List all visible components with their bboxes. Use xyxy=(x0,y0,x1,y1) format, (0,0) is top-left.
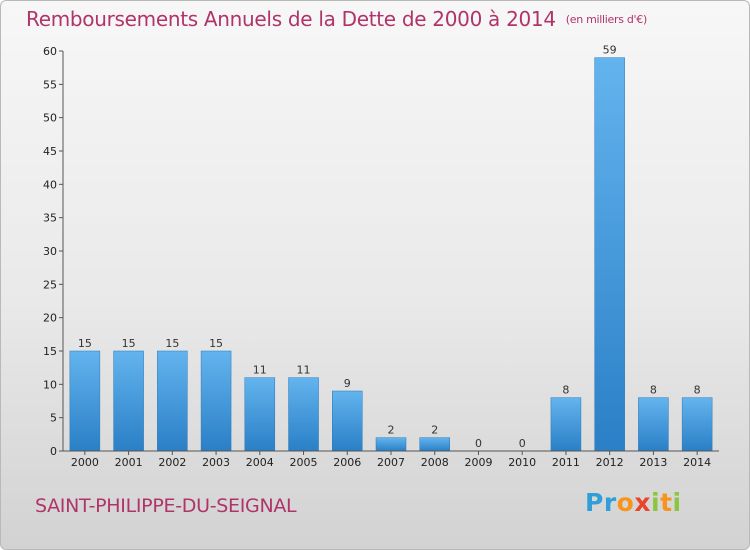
y-tick-label-30: 30 xyxy=(43,245,57,258)
x-tick-label-2009: 2009 xyxy=(464,456,492,469)
title-unit: (en milliers d'€) xyxy=(565,13,647,26)
x-tick-label-2013: 2013 xyxy=(639,456,667,469)
data-label-2001: 15 xyxy=(122,337,136,350)
y-tick-label-40: 40 xyxy=(43,178,57,191)
data-label-2006: 9 xyxy=(344,377,351,390)
x-tick-label-2000: 2000 xyxy=(71,456,99,469)
y-tick-label-50: 50 xyxy=(43,112,57,125)
data-label-2002: 15 xyxy=(165,337,179,350)
bar-2003 xyxy=(200,350,232,452)
y-tick-label-10: 10 xyxy=(43,378,57,391)
bar-2005 xyxy=(288,377,319,452)
data-label-2003: 15 xyxy=(209,337,223,350)
x-tick-label-2011: 2011 xyxy=(552,456,580,469)
bar-2006 xyxy=(332,390,363,452)
x-tick-label-2001: 2001 xyxy=(115,456,143,469)
x-tick-label-2014: 2014 xyxy=(683,456,711,469)
y-tick-label-0: 0 xyxy=(50,445,57,458)
x-tick-label-2008: 2008 xyxy=(421,456,449,469)
x-tick-label-2004: 2004 xyxy=(246,456,274,469)
data-label-2007: 2 xyxy=(388,424,395,437)
axis-layer: 2000 2001 2002 2003 2004 2005 2006 2007 2008 2009… xyxy=(43,45,719,469)
commune-name: SAINT-PHILIPPE-DU-SEIGNAL xyxy=(35,495,297,517)
y-tick-label-45: 45 xyxy=(43,145,57,158)
bar-2013 xyxy=(638,397,669,452)
bars-layer: 15 15 15 15 11 11 9 2 2 0 0 8 59 8 8 xyxy=(69,44,713,452)
bar-2001 xyxy=(113,350,144,452)
x-tick-label-2007: 2007 xyxy=(377,456,405,469)
data-label-2010: 0 xyxy=(519,437,526,450)
data-label-2011: 8 xyxy=(562,384,569,397)
bar-2007 xyxy=(375,437,407,452)
x-tick-label-2003: 2003 xyxy=(202,456,230,469)
y-tick-label-15: 15 xyxy=(43,345,57,358)
title-text: Remboursements Annuels de la Dette de 20… xyxy=(26,7,556,31)
y-tick-label-60: 60 xyxy=(43,45,57,58)
bar-2014 xyxy=(681,397,713,452)
data-label-2008: 2 xyxy=(431,424,438,437)
data-label-2014: 8 xyxy=(694,384,701,397)
y-tick-label-55: 55 xyxy=(43,78,57,91)
bar-2011 xyxy=(550,397,582,452)
x-tick-label-2002: 2002 xyxy=(158,456,186,469)
data-label-2013: 8 xyxy=(650,384,657,397)
x-tick-label-2010: 2010 xyxy=(508,456,536,469)
bar-2004 xyxy=(244,377,276,452)
y-tick-label-20: 20 xyxy=(43,312,57,325)
data-label-2012: 59 xyxy=(603,44,617,57)
bar-2000 xyxy=(69,350,101,452)
chart-title: Remboursements Annuels de la Dette de 20… xyxy=(26,7,647,31)
y-tick-label-35: 35 xyxy=(43,212,57,225)
data-label-2004: 11 xyxy=(253,364,267,377)
proxiti-logo: Proxiti xyxy=(585,488,682,517)
data-label-2005: 11 xyxy=(297,364,311,377)
bar-2012 xyxy=(594,57,625,452)
x-tick-label-2005: 2005 xyxy=(290,456,318,469)
y-tick-label-5: 5 xyxy=(50,412,57,425)
bar-2002 xyxy=(157,350,188,452)
bar-2008 xyxy=(419,437,450,452)
x-tick-label-2012: 2012 xyxy=(596,456,624,469)
x-tick-label-2006: 2006 xyxy=(333,456,361,469)
data-label-2000: 15 xyxy=(78,337,92,350)
data-label-2009: 0 xyxy=(475,437,482,450)
y-tick-label-25: 25 xyxy=(43,278,57,291)
